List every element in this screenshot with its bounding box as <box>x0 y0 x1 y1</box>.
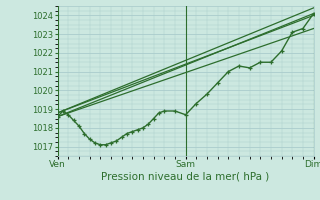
X-axis label: Pression niveau de la mer( hPa ): Pression niveau de la mer( hPa ) <box>101 172 270 182</box>
